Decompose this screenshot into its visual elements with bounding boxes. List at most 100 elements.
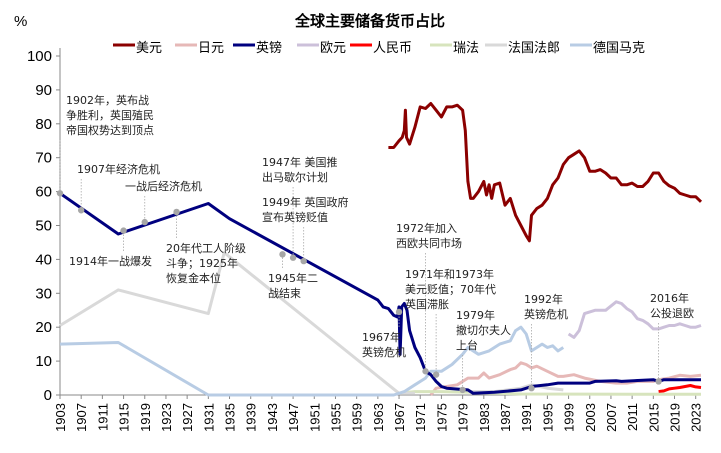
x-tick-label: 2011: [625, 403, 640, 431]
annotation-marker: [395, 308, 403, 316]
annotation-text: 1979年: [456, 308, 495, 322]
y-tick-label: 90: [35, 82, 52, 99]
annotation-marker: [300, 257, 307, 265]
legend-item: 瑞法: [430, 41, 479, 56]
x-tick-label: 1959: [350, 403, 365, 432]
x-tick-label: 1999: [562, 403, 577, 432]
legend-label: 人民币: [373, 41, 412, 56]
y-tick-label: 100: [27, 48, 52, 65]
series-line-3: [567, 300, 702, 339]
series-line-0: [388, 102, 703, 243]
annotation-marker: [655, 378, 662, 385]
legend-label: 美元: [136, 41, 162, 56]
x-tick-label: 1911: [95, 403, 110, 431]
legend-label: 瑞法: [453, 41, 479, 56]
x-tick-label: 2007: [604, 403, 619, 432]
x-tick-label: 1983: [477, 403, 492, 432]
annotation-marker: [141, 218, 148, 226]
annotation-text: 上台: [456, 338, 478, 352]
y-tick-label: 60: [35, 184, 52, 201]
annotation-text: 1967年: [362, 330, 401, 344]
legend-item: 日元: [175, 41, 224, 56]
legend-label: 欧元: [320, 41, 346, 56]
annotation-text: 撤切尔夫人: [456, 323, 511, 337]
annotation-marker: [173, 208, 180, 216]
annotation-text: 1902年，英布战: [66, 93, 149, 107]
y-tick-label: 0: [44, 387, 52, 404]
x-tick-label: 1987: [498, 403, 513, 432]
series-line-5: [398, 390, 702, 396]
x-tick-label: 1915: [117, 403, 132, 432]
annotation-marker: [422, 368, 429, 375]
x-tick-label: 1955: [328, 403, 343, 432]
annotation-marker: [120, 227, 127, 234]
annotation-text: 1914年一战爆发: [69, 254, 152, 268]
y-tick-label: 50: [35, 218, 52, 235]
series-line-7: [59, 325, 565, 397]
annotation-text: 英国滞胀: [405, 297, 449, 311]
annotation-text: 恢复金本位: [166, 271, 221, 285]
y-tick-label: 20: [35, 319, 52, 336]
annotation-text: 英镑危机: [362, 345, 406, 359]
legend-label: 法国法郎: [508, 41, 560, 56]
x-tick-label: 1967: [392, 403, 407, 432]
legend-item: 欧元: [297, 41, 346, 56]
x-tick-label: 1923: [159, 403, 174, 432]
legend-label: 德国马克: [593, 41, 645, 56]
legend-label: 英镑: [256, 40, 282, 56]
annotation-text: 1949年 英国政府: [262, 195, 349, 209]
x-tick-label: 1939: [244, 403, 259, 432]
x-tick-label: 1907: [74, 403, 89, 432]
annotation-text: 1971年和1973年: [405, 267, 494, 281]
x-tick-label: 1975: [434, 403, 449, 432]
x-tick-label: 2003: [583, 403, 598, 432]
annotation-text: 英镑危机: [524, 307, 568, 321]
series-line-2: [59, 192, 701, 395]
legend-item: 人民币: [350, 41, 412, 56]
x-tick-label: 1991: [519, 403, 534, 432]
annotation-text: 1972年加入: [396, 221, 457, 235]
y-tick-label: 40: [35, 251, 52, 268]
x-tick-label: 1971: [413, 403, 428, 432]
annotation-text: 1947年 美国推: [262, 155, 338, 169]
x-tick-label: 2015: [646, 403, 661, 432]
x-tick-label: 1903: [53, 403, 68, 432]
annotation-text: 1992年: [524, 292, 563, 306]
y-axis-unit: %: [14, 13, 27, 30]
annotation-marker: [77, 207, 85, 214]
annotation-text: 一战后经济危机: [125, 179, 202, 193]
x-tick-label: 2023: [689, 403, 704, 432]
annotation: 一战后经济危机: [125, 179, 202, 226]
annotation-marker: [528, 385, 535, 392]
legend: 美元 日元 英镑 欧元 人民币 瑞法 法国法郎 德国马克: [113, 40, 645, 56]
y-tick-label: 70: [35, 150, 52, 167]
annotations: 1902年，英布战争胜利，英国殖民帝国权势达到顶点1907年经济危机一战后经济危…: [56, 93, 694, 394]
x-tick-label: 1995: [540, 403, 555, 432]
x-tick-label: 1979: [456, 403, 471, 432]
annotation-text: 西欧共同市场: [396, 236, 462, 250]
annotation-marker: [56, 190, 64, 197]
x-tick-label: 1935: [223, 403, 238, 432]
annotation-text: 战结束: [268, 287, 301, 300]
x-tick-label: 1919: [138, 403, 153, 432]
annotation-marker: [432, 371, 440, 378]
legend-item: 法国法郎: [485, 41, 560, 56]
legend-item: 美元: [113, 41, 162, 56]
annotation-text: 1907年经济危机: [77, 162, 160, 176]
legend-label: 日元: [198, 41, 224, 56]
series-line-4: [658, 384, 702, 394]
annotation-marker: [279, 251, 286, 258]
annotation-text: 宣布英镑贬值: [262, 210, 328, 224]
x-tick-label: 1943: [265, 403, 280, 432]
x-tick-label: 1963: [371, 403, 386, 432]
series-lines: [59, 102, 703, 397]
